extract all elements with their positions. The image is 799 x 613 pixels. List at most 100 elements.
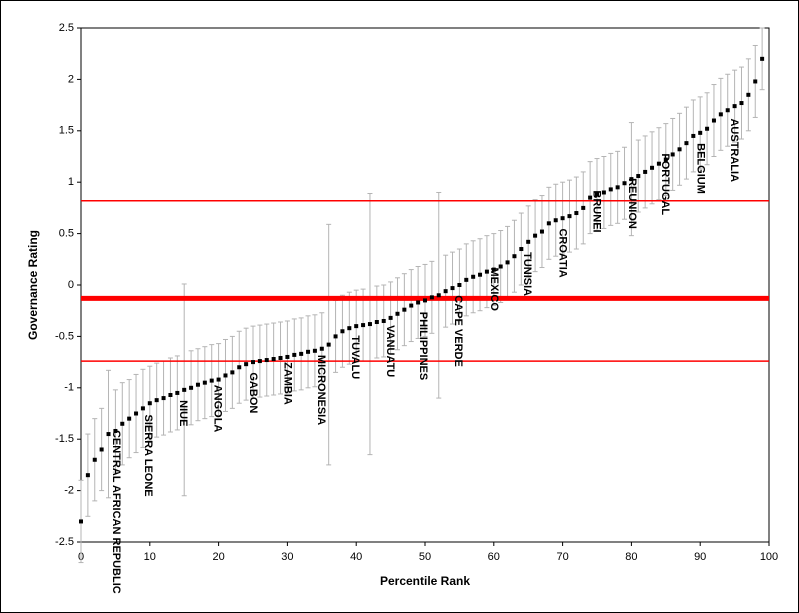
point — [257, 359, 262, 364]
point — [140, 406, 145, 411]
point — [278, 355, 283, 360]
y-tick-label: 2.5 — [59, 22, 74, 34]
point — [436, 293, 441, 298]
point — [361, 323, 366, 328]
point — [347, 326, 352, 331]
x-tick-label: 100 — [760, 551, 778, 563]
annotation: PHILIPPINES — [417, 312, 429, 380]
annotation: TUVALU — [349, 335, 361, 379]
point — [312, 348, 317, 353]
point — [209, 378, 214, 383]
x-tick-label: 10 — [144, 551, 156, 563]
point — [395, 311, 400, 316]
point — [306, 349, 311, 354]
point — [746, 92, 751, 97]
point — [498, 264, 503, 269]
point — [595, 192, 599, 197]
annotation: MEXICO — [488, 268, 500, 312]
y-tick-label: 0 — [68, 279, 74, 291]
point — [519, 247, 524, 252]
annotation: PORTUGAL — [659, 153, 671, 215]
point — [223, 373, 228, 378]
point — [154, 398, 159, 403]
y-tick-label: -1.5 — [55, 433, 74, 445]
annotation: CENTRAL AFRICAN REPUBLIC — [110, 430, 122, 594]
annotation: TUNISIA — [521, 252, 533, 296]
y-tick-label: 1 — [68, 176, 74, 188]
point — [120, 421, 125, 426]
y-tick-label: 2 — [68, 73, 74, 85]
point — [656, 161, 661, 166]
point — [650, 165, 655, 170]
annotation: SIERRA LEONE — [142, 415, 154, 497]
point — [546, 221, 551, 226]
point — [216, 377, 221, 382]
point — [79, 519, 83, 524]
point — [691, 133, 696, 138]
point — [753, 79, 758, 84]
y-tick-label: -1 — [64, 382, 74, 394]
point — [663, 157, 668, 162]
point — [539, 229, 544, 234]
point — [230, 370, 235, 375]
point — [381, 318, 386, 323]
annotation: BRUNEI — [590, 190, 602, 232]
point — [271, 357, 276, 362]
point — [760, 56, 765, 61]
point — [182, 387, 187, 392]
point — [374, 320, 379, 325]
annotation: AUSTRALIA — [728, 118, 740, 182]
point — [106, 432, 111, 437]
annotation: CROATIA — [557, 228, 569, 277]
point — [189, 385, 194, 390]
point — [739, 101, 744, 106]
point — [92, 457, 97, 462]
point — [725, 108, 730, 113]
point — [484, 269, 489, 274]
point — [429, 295, 434, 300]
x-tick-label: 30 — [281, 551, 293, 563]
point — [161, 396, 166, 401]
point — [560, 216, 565, 221]
point — [588, 195, 593, 200]
annotation: GABON — [247, 372, 259, 413]
point — [464, 277, 469, 282]
point — [99, 447, 104, 452]
y-axis-title: Governance Rating — [26, 230, 40, 340]
point — [526, 239, 531, 244]
point — [608, 187, 613, 192]
point — [636, 174, 641, 179]
point — [402, 307, 407, 312]
x-tick-label: 60 — [488, 551, 500, 563]
point — [567, 214, 572, 219]
point — [643, 169, 648, 174]
point — [478, 272, 483, 277]
x-tick-label: 90 — [694, 551, 706, 563]
point — [168, 392, 173, 397]
point — [264, 358, 269, 363]
point — [718, 112, 723, 117]
annotation: REUNION — [626, 178, 638, 229]
annotation: ZAMBIA — [281, 362, 293, 405]
point — [409, 303, 414, 308]
point — [622, 181, 627, 186]
point — [512, 254, 517, 259]
point — [443, 289, 448, 294]
point — [601, 190, 606, 195]
point — [574, 211, 579, 216]
point — [326, 342, 331, 347]
point — [423, 298, 427, 303]
point — [202, 380, 207, 385]
x-tick-label: 40 — [350, 551, 362, 563]
point — [450, 286, 455, 291]
point — [677, 147, 682, 152]
point — [195, 382, 200, 387]
y-tick-label: -0.5 — [55, 330, 74, 342]
point — [684, 141, 689, 146]
point — [732, 104, 737, 109]
point — [244, 362, 249, 367]
point — [354, 324, 359, 329]
